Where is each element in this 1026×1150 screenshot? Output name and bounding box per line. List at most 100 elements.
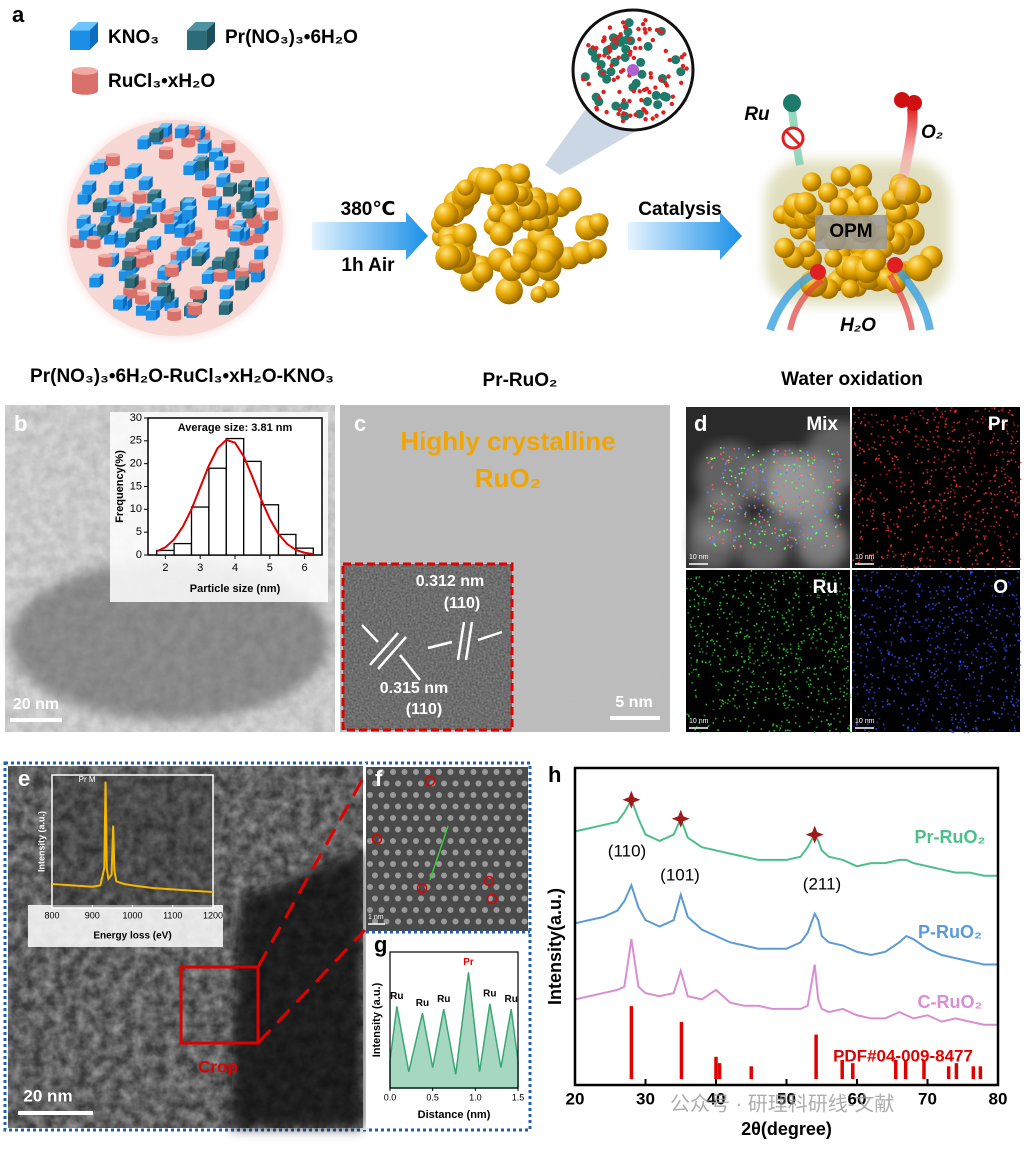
eds-dot <box>941 515 944 518</box>
eds-dot <box>922 446 924 449</box>
eds-dot <box>872 553 874 556</box>
eds-dot <box>872 528 874 530</box>
eds-dot <box>981 518 984 521</box>
eds-dot <box>879 492 882 494</box>
eds-dot <box>810 609 813 612</box>
eds-dot <box>842 675 845 678</box>
eds-dot <box>963 526 965 529</box>
cube-icon <box>240 191 251 202</box>
eds-dot <box>1003 647 1005 649</box>
eds-dot <box>805 500 807 502</box>
eds-dot <box>971 662 973 664</box>
eds-dot <box>966 634 969 637</box>
cube-icon <box>174 227 185 238</box>
eds-dot <box>731 596 734 598</box>
legend-text: Pr(NO₃)₃•6H₂O <box>225 27 358 48</box>
eds-dot <box>825 641 828 643</box>
eds-dot <box>898 676 900 679</box>
eds-dot <box>971 570 973 573</box>
eds-dot <box>936 528 938 531</box>
eds-dot <box>882 440 885 442</box>
eds-dot <box>873 620 875 623</box>
atom <box>604 109 609 115</box>
eds-dot <box>720 684 723 686</box>
eds-dot <box>738 493 741 495</box>
eds-dot <box>1008 560 1011 563</box>
scale-label: 20 nm <box>23 1086 72 1105</box>
cube-icon <box>211 256 226 261</box>
atom <box>621 111 626 116</box>
eds-dot <box>886 498 889 501</box>
eds-dot <box>690 626 692 628</box>
eds-dot <box>996 449 999 452</box>
particle <box>452 223 477 248</box>
eds-dot <box>793 537 796 540</box>
eds-dot <box>998 524 1001 527</box>
cylinder-icon <box>188 228 203 238</box>
eds-dot <box>933 461 936 464</box>
eds-dot <box>999 544 1002 547</box>
eds-dot <box>920 583 922 585</box>
eds-dot <box>888 688 890 691</box>
eds-dot <box>926 639 928 642</box>
lattice-spacing: 0.312 nm <box>416 573 484 590</box>
eds-dot <box>839 691 842 693</box>
map-label: O <box>993 577 1008 598</box>
atom-column <box>464 895 470 902</box>
eds-dot <box>859 547 861 550</box>
eds-dot <box>761 626 764 629</box>
eds-dot <box>857 516 860 518</box>
eds-dot <box>965 609 968 612</box>
eds-dot <box>962 523 964 525</box>
eds-dot <box>731 610 733 613</box>
cube-icon <box>232 182 238 197</box>
atom-column <box>390 884 396 890</box>
eds-dot <box>913 574 916 577</box>
atom-column <box>493 907 500 913</box>
eds-dot <box>774 697 777 700</box>
o2-stream <box>895 107 918 201</box>
eds-dot <box>795 487 798 490</box>
eds-dot <box>878 687 880 690</box>
atom-column <box>452 872 459 879</box>
eds-dot <box>993 453 996 455</box>
eds-dot <box>785 611 788 614</box>
eds-dot <box>917 443 919 446</box>
atom-column <box>401 861 408 867</box>
eds-dot <box>938 720 940 723</box>
eds-dot <box>865 588 868 590</box>
crop-link <box>256 928 367 1045</box>
eds-dot <box>814 515 817 517</box>
eds-dot <box>949 661 952 664</box>
eds-dot <box>879 461 882 463</box>
cylinder-icon <box>188 302 203 307</box>
eds-dot <box>896 523 898 525</box>
eds-dot <box>872 571 874 573</box>
eds-dot <box>1013 724 1016 727</box>
eds-dot <box>1001 637 1003 639</box>
cube-icon <box>229 227 244 232</box>
eds-dot <box>982 719 985 722</box>
eds-dot <box>783 647 785 650</box>
eds-dot <box>780 673 782 675</box>
eds-dot <box>1018 501 1021 504</box>
cube-icon <box>151 198 166 203</box>
cube-icon <box>239 227 244 242</box>
eds-dot <box>759 463 762 466</box>
eds-dot <box>839 590 841 593</box>
eds-dot <box>726 637 729 640</box>
eds-dot <box>944 586 947 589</box>
cube-icon <box>157 270 168 281</box>
eds-dot <box>887 549 890 552</box>
eds-dot <box>723 480 726 483</box>
cube-icon <box>202 289 208 304</box>
eds-dot <box>746 629 748 631</box>
eds-dot <box>830 610 833 612</box>
eds-dot <box>924 482 927 484</box>
eds-dot <box>769 640 772 643</box>
eds-dot <box>981 421 984 424</box>
atom-column <box>452 803 459 810</box>
eds-dot <box>827 486 830 488</box>
eds-dot <box>923 702 926 705</box>
atom-column <box>406 826 413 833</box>
